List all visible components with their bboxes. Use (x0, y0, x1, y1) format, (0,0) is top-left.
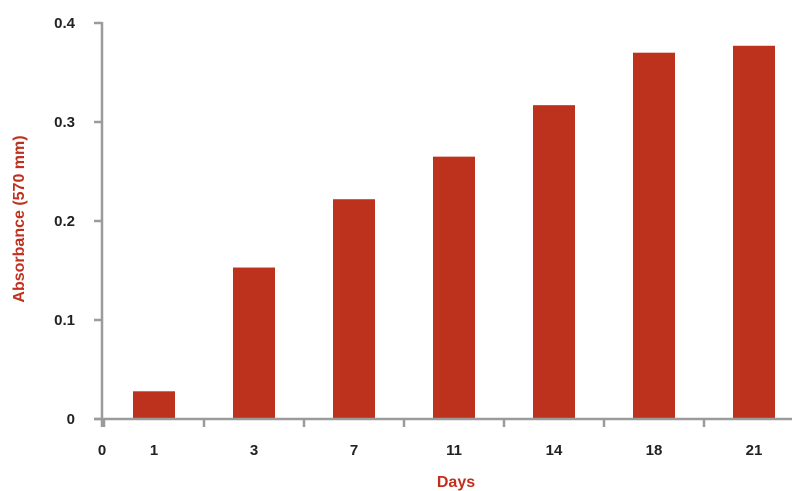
bars-group (133, 45, 775, 420)
bar-day-14 (533, 105, 575, 420)
y-tick-label: 0.4 (54, 15, 76, 32)
x-origin-label: 0 (98, 442, 106, 459)
bar-day-18 (633, 52, 675, 419)
x-ticks-group: 1 3 7 11 14 18 21 (102, 419, 763, 459)
x-tick-label: 21 (746, 442, 763, 459)
bar-day-1 (133, 391, 175, 419)
bar-day-21 (733, 45, 775, 420)
y-tick-label: 0.3 (54, 114, 75, 131)
x-tick-label: 1 (150, 442, 158, 459)
x-axis-title: Days (437, 474, 475, 491)
x-tick-label: 3 (250, 442, 258, 459)
x-tick-label: 14 (546, 442, 563, 459)
y-tick-label: 0 (67, 411, 75, 428)
x-tick-label: 7 (350, 442, 358, 459)
y-ticks-group: 0 0.1 0.2 0.3 0.4 (54, 15, 102, 428)
x-tick-label: 11 (446, 442, 462, 459)
x-tick-label: 18 (646, 442, 663, 459)
y-tick-label: 0.2 (54, 213, 75, 230)
bar-day-7 (333, 199, 375, 419)
axes-group (94, 22, 792, 427)
bar-day-11 (433, 156, 475, 419)
bar-day-3 (233, 267, 275, 419)
y-tick-label: 0.1 (54, 312, 75, 329)
y-axis-title: Absorbance (570 mm) (11, 135, 28, 302)
